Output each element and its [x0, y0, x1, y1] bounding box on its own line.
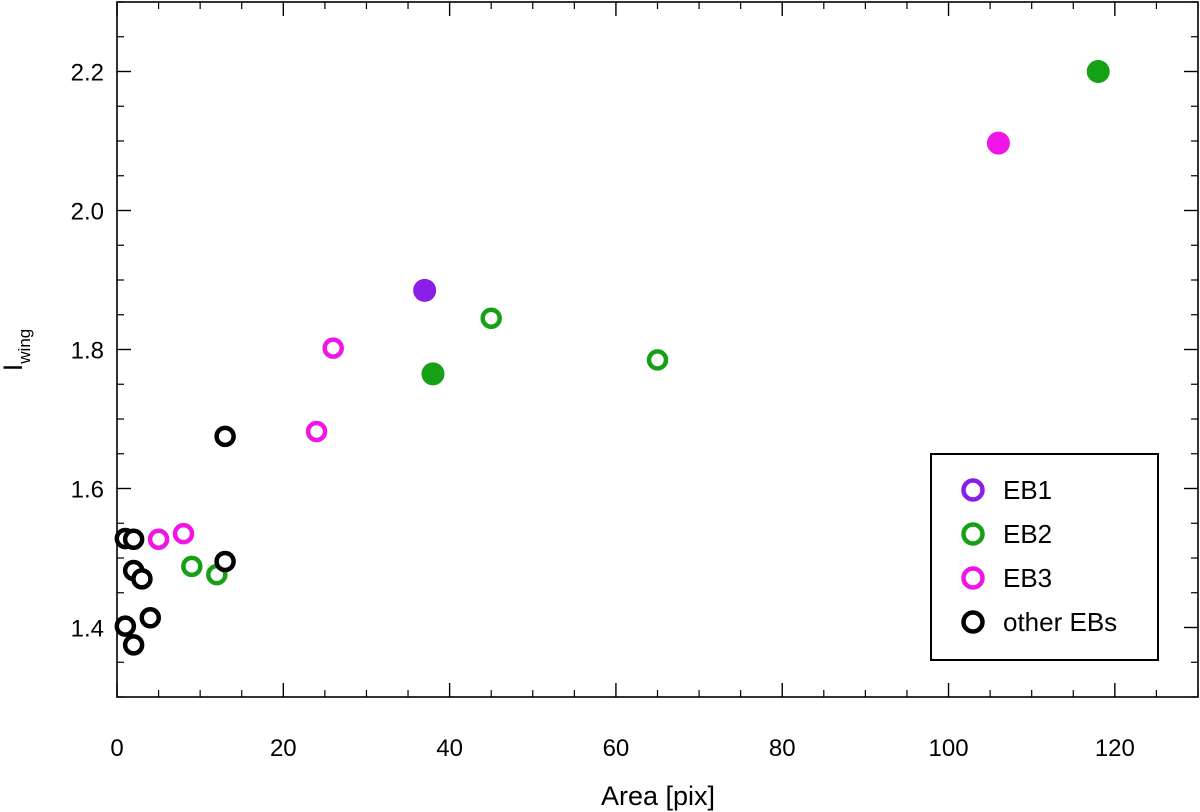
- x-tick-label: 120: [1095, 735, 1135, 762]
- y-tick-label: 2.0: [71, 199, 104, 226]
- axis-ticks: 0 20 40 60 80 100 120 1.4 1.6 1.8 2.0 2.2: [71, 1, 1199, 762]
- data-point-filled: [1086, 60, 1110, 83]
- data-points: [114, 60, 1110, 656]
- data-point-open: [122, 634, 145, 656]
- data-point-filled: [421, 362, 445, 386]
- y-tick-label: 2.2: [71, 60, 104, 87]
- data-point-open: [122, 528, 145, 550]
- data-point-open: [480, 307, 502, 329]
- legend-entry-label: EB3: [1003, 563, 1052, 593]
- x-tick-label: 0: [110, 735, 123, 762]
- legend-entry-label: other EBs: [1003, 607, 1117, 637]
- data-point-open: [214, 550, 236, 573]
- data-point-filled: [986, 131, 1010, 155]
- y-axis-label-subscript: wing: [15, 329, 34, 365]
- data-point-open: [147, 528, 170, 550]
- x-tick-label: 80: [769, 735, 796, 762]
- y-tick-label: 1.8: [71, 338, 104, 365]
- data-point-open: [214, 425, 236, 448]
- legend: EB1 EB2 EB3 other EBs: [930, 453, 1159, 661]
- x-tick-label: 100: [929, 735, 969, 762]
- y-axis-label: Iwing: [0, 329, 34, 371]
- legend-entry-label: EB1: [1003, 475, 1052, 505]
- x-tick-label: 20: [270, 735, 297, 762]
- data-point-open: [131, 568, 153, 590]
- data-point-open: [172, 522, 195, 545]
- legend-marker: [961, 566, 985, 590]
- legend-marker: [961, 478, 985, 502]
- data-point-open: [646, 349, 669, 371]
- x-axis-label: Area [pix]: [601, 781, 715, 811]
- y-tick-label: 1.4: [71, 616, 104, 643]
- series-eb1: [413, 278, 437, 302]
- legend-marker: [961, 610, 985, 634]
- data-point-open: [139, 607, 162, 629]
- data-point-filled: [413, 278, 437, 302]
- x-tick-label: 60: [603, 735, 630, 762]
- svg-text:Iwing: Iwing: [0, 329, 34, 371]
- series-other-ebs: [114, 425, 236, 656]
- y-tick-label: 1.6: [71, 477, 104, 504]
- series-eb3: [147, 131, 1010, 550]
- y-axis-label-main: I: [0, 364, 28, 372]
- legend-entry-label: EB2: [1003, 519, 1052, 549]
- data-point-open: [305, 420, 328, 443]
- data-point-open: [322, 337, 344, 359]
- data-point-open: [181, 555, 203, 578]
- data-point-open: [114, 615, 137, 637]
- x-tick-label: 40: [436, 735, 463, 762]
- legend-marker: [961, 522, 985, 546]
